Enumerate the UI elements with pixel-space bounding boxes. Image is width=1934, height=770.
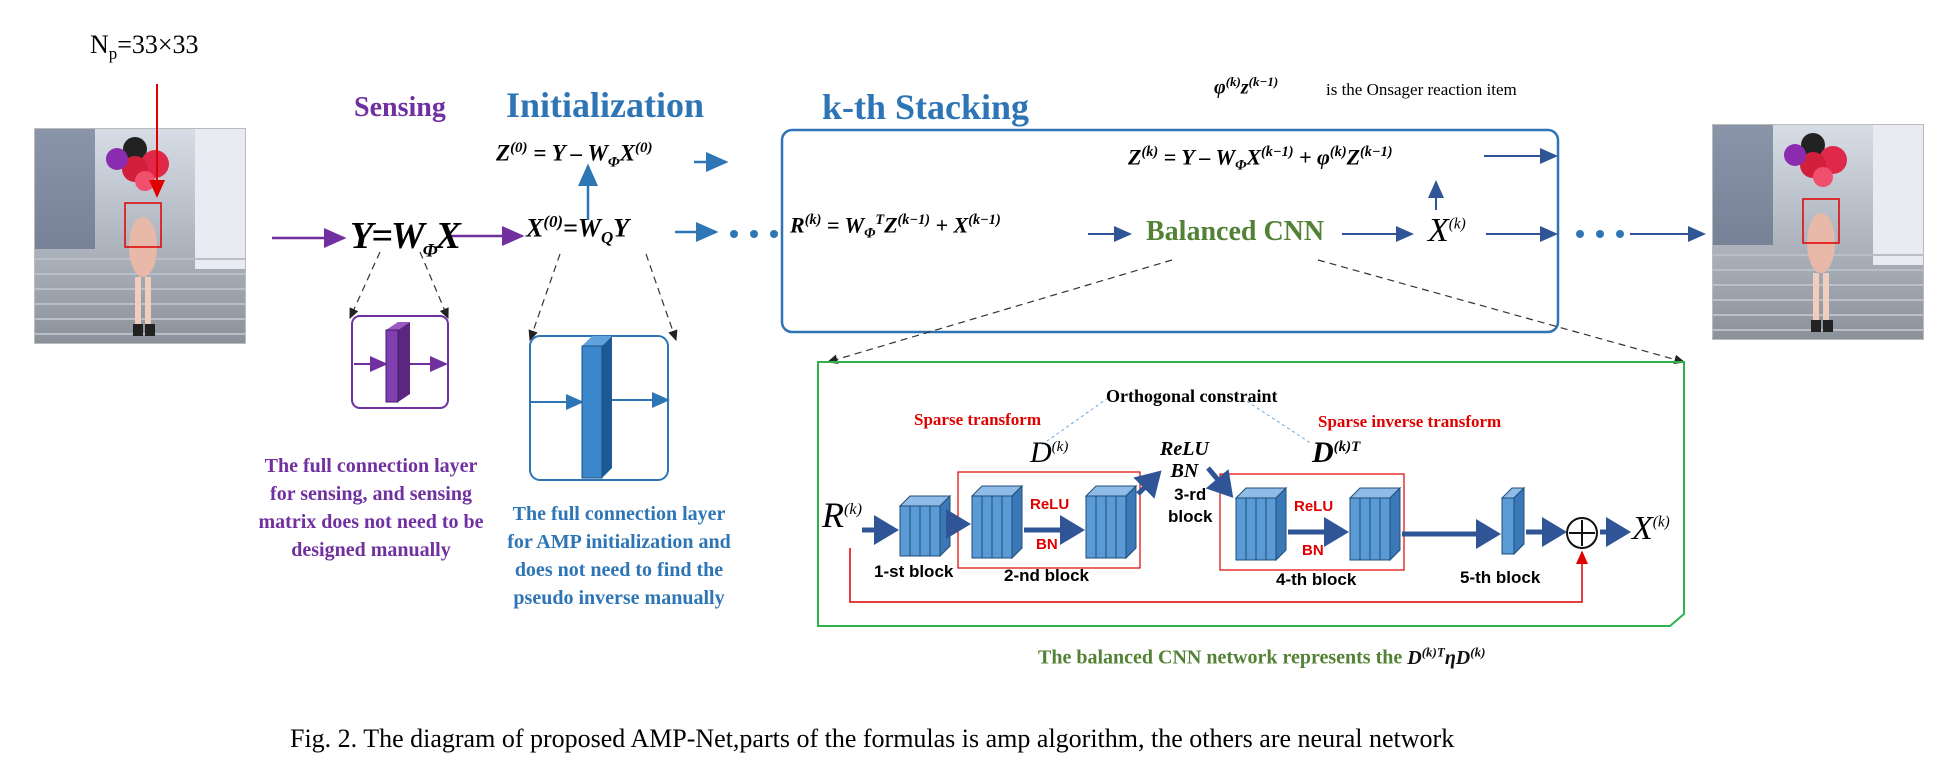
np-label: Np=33×33 xyxy=(90,30,199,64)
balanced-note-text: The balanced CNN network represents the xyxy=(1038,646,1403,669)
np-subscript: p xyxy=(108,44,118,64)
sparse-inverse-label: Sparse inverse transform xyxy=(1318,412,1502,431)
sensing-title: Sensing xyxy=(354,92,446,123)
np-value: =33×33 xyxy=(117,30,199,59)
input-image xyxy=(34,128,246,344)
relu-label-1: ReLU xyxy=(1030,496,1070,513)
relu-label-2: ReLU xyxy=(1294,498,1334,515)
output-image xyxy=(1712,124,1924,340)
init-desc-line-2: for AMP initialization and xyxy=(507,531,731,553)
block-3-line-2: block xyxy=(1168,507,1213,526)
relu-middle: ReLU xyxy=(1160,438,1209,460)
sensing-desc-line-1: The full connection layer xyxy=(264,455,478,477)
figure-caption: Fig. 2. The diagram of proposed AMP-Net,… xyxy=(290,724,1455,753)
balanced-note: The balanced CNN network represents the … xyxy=(1038,644,1485,670)
bn-middle: BN xyxy=(1170,460,1199,482)
bn-label-2: BN xyxy=(1302,542,1324,559)
x0-formula: X(0)=WQY xyxy=(526,212,630,247)
onsager-formula: φ(k)z(k−1) xyxy=(1214,74,1279,99)
block-1-label: 1-st block xyxy=(874,562,954,581)
sensing-desc-line-2: for sensing, and sensing xyxy=(270,483,472,505)
init-desc-line-4: pseudo inverse manually xyxy=(513,587,725,609)
init-desc-line-1: The full connection layer xyxy=(512,503,726,525)
onsager-note: is the Onsager reaction item xyxy=(1326,80,1517,99)
bn-label-1: BN xyxy=(1036,536,1058,553)
xk-stack-formula: X(k) xyxy=(1428,212,1466,249)
sensing-desc-line-3: matrix does not need to be xyxy=(258,511,484,533)
z0-formula: Z(0) = Y – WΦX(0) xyxy=(496,140,653,171)
block-1 xyxy=(898,494,952,558)
init-title: Initialization xyxy=(506,85,705,125)
relu-bn-middle: ReLU BN xyxy=(1160,438,1209,482)
dkt-formula: D(k)T xyxy=(1312,436,1361,469)
block-3-line-1: 3-rd xyxy=(1174,485,1207,504)
stacking-title: k-th Stacking xyxy=(822,87,1030,127)
block-2-label: 2-nd block xyxy=(1004,566,1090,585)
block-5-label: 5-th block xyxy=(1460,568,1541,587)
init-desc-line-3: does not need to find the xyxy=(514,559,724,581)
orthogonal-label: Orthogonal constraint xyxy=(1106,386,1278,406)
block-3-label: 3-rd block xyxy=(1168,484,1212,528)
zk-formula: Z(k) = Y – WΦX(k−1) + φ(k)Z(k−1) xyxy=(1128,144,1393,174)
block-4-label: 4-th block xyxy=(1276,570,1357,589)
xk-output-formula: X(k) xyxy=(1632,510,1670,547)
sensing-description: The full connection layer for sensing, a… xyxy=(236,452,506,564)
rk-input-formula: R(k) xyxy=(822,495,862,535)
balanced-cnn-label: Balanced CNN xyxy=(1146,216,1325,247)
rk-formula: R(k) = WΦTZ(k−1) + X(k−1) xyxy=(790,212,1001,242)
np-symbol: N xyxy=(90,30,109,59)
sparse-transform-label: Sparse transform xyxy=(914,410,1042,429)
init-description: The full connection layer for AMP initia… xyxy=(484,500,754,612)
sensing-desc-line-4: designed manually xyxy=(291,539,451,561)
y-wx-formula: Y=WΦX xyxy=(350,215,461,262)
balanced-note-formula: D(k)TηD(k) xyxy=(1407,644,1486,669)
dk-formula: D(k) xyxy=(1030,436,1069,469)
